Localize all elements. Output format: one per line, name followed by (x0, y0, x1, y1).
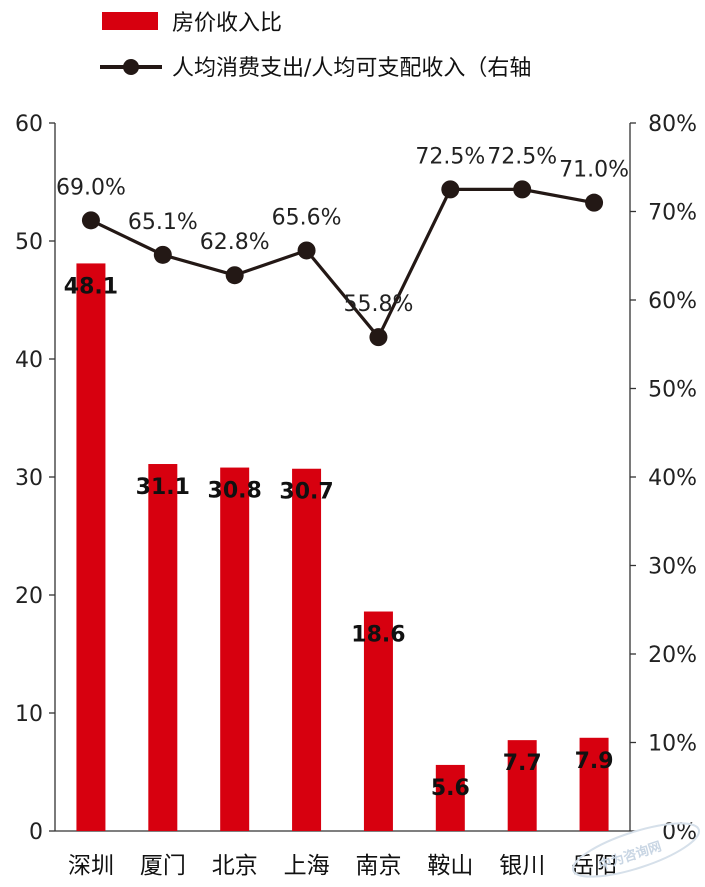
right-tick-label: 20% (648, 643, 697, 668)
bar-data-label: 5.6 (431, 776, 470, 801)
bar-data-label: 7.9 (575, 749, 614, 774)
bar (76, 263, 106, 831)
category-label: 深圳 (68, 853, 114, 879)
right-tick-label: 60% (648, 289, 697, 314)
category-label: 鞍山 (427, 853, 473, 879)
bar (435, 764, 465, 831)
line-point (513, 180, 532, 199)
left-tick-label: 20 (15, 584, 43, 609)
line-point (297, 241, 316, 260)
right-tick-label: 80% (648, 112, 697, 137)
right-tick-label: 50% (648, 378, 697, 403)
bar-data-label: 7.7 (503, 751, 542, 776)
line-point (153, 245, 172, 264)
bar (507, 740, 537, 831)
left-tick-label: 10 (15, 702, 43, 727)
bar (363, 611, 393, 831)
right-tick-label: 70% (648, 201, 697, 226)
line-point (585, 193, 604, 212)
category-label: 北京 (212, 853, 258, 879)
bar (292, 468, 322, 831)
legend-line-marker (123, 59, 139, 75)
left-tick-label: 60 (15, 112, 43, 137)
line-point (369, 328, 388, 347)
line-data-label: 69.0% (56, 175, 126, 200)
legend: 房价收入比 人均消费支出/人均可支配收入（右轴 (100, 11, 531, 81)
left-tick-label: 50 (15, 230, 43, 255)
line-point (225, 266, 244, 285)
bar (579, 737, 609, 831)
right-tick-label: 30% (648, 555, 697, 580)
bar-data-labels: 48.1 31.1 30.8 30.7 18.6 5.6 7.7 7.9 (64, 274, 614, 801)
category-label: 银川 (499, 853, 545, 879)
category-label: 上海 (284, 853, 330, 879)
bar-data-label: 30.7 (279, 480, 333, 505)
legend-bar-label: 房价收入比 (172, 11, 282, 36)
bar-data-label: 31.1 (136, 475, 190, 500)
bar-data-label: 30.8 (208, 479, 262, 504)
right-tick-label: 10% (648, 732, 697, 757)
category-label: 厦门 (140, 853, 186, 879)
line-series (81, 180, 604, 347)
bar-data-label: 18.6 (351, 623, 405, 648)
right-tick-label: 40% (648, 466, 697, 491)
legend-bar-swatch (102, 12, 158, 30)
bar (148, 464, 178, 831)
line-data-label: 71.0% (559, 158, 629, 183)
line-point (441, 180, 460, 199)
line-data-label: 65.1% (128, 210, 198, 235)
line-data-label: 62.8% (200, 230, 270, 255)
line-data-labels: 69.0%65.1%62.8%65.6%55.8%72.5% 72.5%71.0% (56, 144, 629, 317)
category-labels: 深圳 厦门 北京 上海 南京 鞍山 银川 岳阳 (68, 853, 617, 879)
bar-series (76, 263, 609, 831)
line-data-label: 72.5% (487, 144, 557, 169)
series-line (90, 187, 595, 341)
left-tick-label: 30 (15, 466, 43, 491)
category-label: 南京 (355, 853, 401, 879)
left-tick-label: 40 (15, 348, 43, 373)
line-data-label: 55.8% (343, 292, 413, 317)
bar-data-label: 48.1 (64, 274, 118, 299)
left-tick-label: 0 (29, 820, 43, 845)
watermark-text: 中为咨询网 (597, 838, 664, 873)
bar (220, 467, 250, 831)
line-data-label: 72.5% (415, 144, 485, 169)
legend-line-label: 人均消费支出/人均可支配收入（右轴 (172, 56, 531, 81)
line-point (81, 211, 100, 230)
line-data-label: 65.6% (272, 205, 342, 230)
